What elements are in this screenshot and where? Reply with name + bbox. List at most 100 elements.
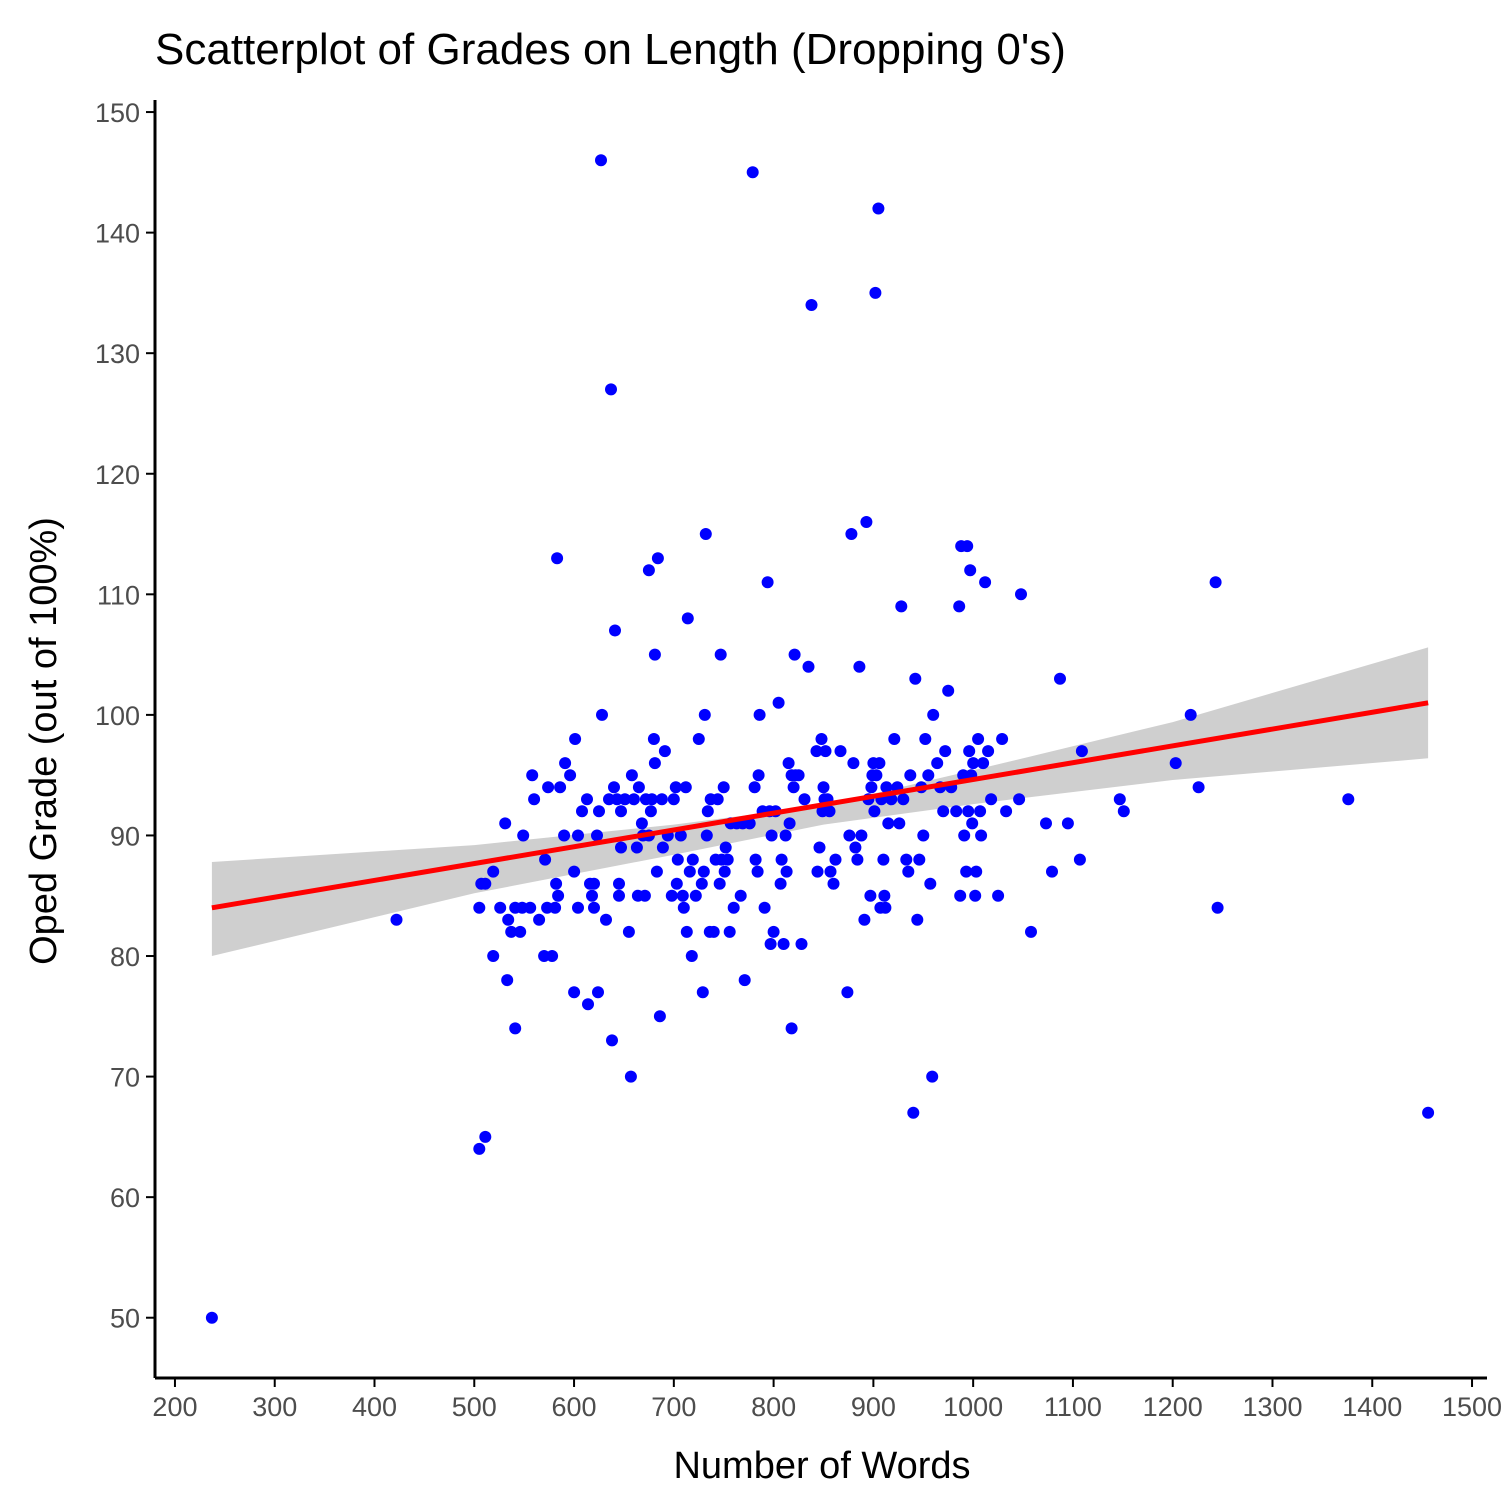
data-point (783, 817, 796, 830)
data-point (868, 805, 881, 818)
data-point (909, 672, 922, 685)
data-point (205, 1311, 218, 1324)
data-point (961, 540, 974, 553)
data-point (1054, 672, 1066, 685)
regression-line-layer (211, 700, 1429, 911)
x-tick-label: 1200 (1143, 1392, 1203, 1422)
data-point (870, 769, 883, 782)
data-point (550, 877, 563, 890)
data-point (964, 564, 977, 577)
data-point (734, 889, 747, 902)
data-point (953, 600, 966, 613)
y-tick-label: 60 (110, 1183, 140, 1213)
data-point (1013, 793, 1026, 806)
data-point (595, 154, 607, 167)
data-point (849, 841, 862, 854)
data-point (924, 877, 937, 890)
data-point (1117, 805, 1130, 818)
data-point (963, 745, 976, 758)
data-point (650, 865, 663, 878)
data-point (877, 853, 890, 866)
data-point (501, 974, 514, 987)
data-point (996, 733, 1009, 745)
data-point (787, 781, 800, 794)
data-point (967, 757, 980, 770)
data-point (559, 757, 572, 770)
data-point (390, 913, 403, 926)
data-point (749, 853, 762, 866)
data-point (746, 166, 759, 179)
data-point (788, 648, 801, 661)
data-point (753, 708, 766, 721)
data-point (647, 733, 660, 745)
data-point (711, 793, 724, 806)
data-point (926, 1070, 939, 1083)
data-point (979, 576, 992, 589)
confidence-band (211, 647, 1429, 956)
data-point (699, 528, 712, 540)
data-point (900, 853, 913, 866)
data-point (582, 998, 594, 1011)
data-point (931, 757, 944, 770)
data-point (772, 696, 785, 709)
x-tick-label: 400 (352, 1392, 397, 1422)
data-point (748, 781, 761, 794)
data-point (714, 648, 727, 661)
data-point (829, 853, 842, 866)
data-point (533, 913, 546, 926)
data-point (676, 889, 689, 902)
data-point (982, 745, 995, 758)
data-point (719, 841, 732, 854)
data-point (1061, 817, 1074, 830)
data-point (576, 805, 588, 818)
data-point (605, 383, 617, 396)
data-point (564, 769, 577, 782)
data-point (658, 745, 671, 758)
data-point (632, 781, 645, 794)
data-point (644, 805, 657, 818)
data-point (596, 708, 608, 721)
data-point (487, 950, 500, 962)
data-point (919, 733, 932, 745)
data-points-layer (205, 154, 1435, 1324)
data-point (798, 793, 811, 806)
data-point (546, 950, 559, 962)
data-point (674, 829, 687, 842)
data-point (689, 889, 702, 902)
data-point (554, 781, 567, 794)
y-tick-label: 110 (97, 580, 140, 610)
data-point (568, 865, 581, 878)
data-point (1184, 708, 1197, 721)
data-point (679, 781, 692, 794)
data-point (635, 817, 648, 830)
data-point (864, 889, 877, 902)
y-tick-label: 150 (95, 98, 140, 128)
data-point (893, 817, 906, 830)
data-point (701, 805, 714, 818)
data-point (683, 865, 696, 878)
data-point (1040, 817, 1052, 830)
data-point (494, 901, 507, 914)
data-point (717, 781, 730, 794)
data-point (761, 576, 774, 589)
data-point (775, 853, 788, 866)
data-point (588, 901, 600, 914)
data-point (765, 829, 778, 842)
data-point (642, 564, 655, 577)
x-tick-label: 900 (851, 1392, 896, 1422)
data-point (1015, 588, 1027, 601)
data-point (473, 1142, 486, 1155)
x-tick-label: 1500 (1442, 1392, 1502, 1422)
data-point (723, 925, 736, 938)
data-point (542, 781, 555, 794)
data-point (625, 769, 638, 782)
data-point (592, 986, 604, 999)
data-point (1073, 853, 1086, 866)
data-point (648, 648, 661, 661)
data-point (817, 781, 830, 794)
y-axis-label: Oped Grade (out of 100%) (23, 517, 65, 965)
data-point (591, 829, 603, 842)
data-point (586, 889, 598, 902)
data-point (937, 805, 950, 818)
y-tick-label: 130 (95, 339, 140, 369)
